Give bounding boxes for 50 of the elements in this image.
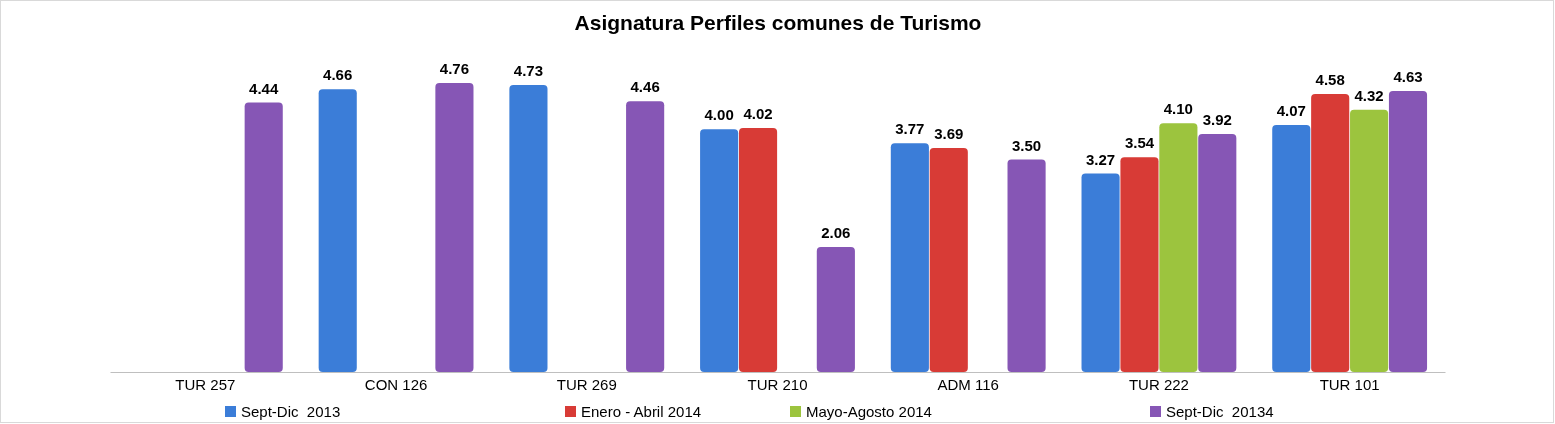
x-tick-label: TUR 222 <box>1128 375 1189 393</box>
bar <box>1198 134 1237 372</box>
bar <box>244 102 283 372</box>
bar <box>816 246 855 372</box>
bar <box>1272 124 1311 372</box>
bar <box>1120 157 1159 372</box>
data-label: 4.66 <box>323 66 353 84</box>
data-label: 3.54 <box>1124 134 1155 152</box>
data-label: 3.92 <box>1202 111 1232 129</box>
data-label: 4.10 <box>1163 100 1193 118</box>
data-label: 4.00 <box>704 106 734 124</box>
bar <box>1311 94 1350 372</box>
bar <box>435 83 474 372</box>
x-tick-label: CON 126 <box>364 375 428 393</box>
bar <box>318 89 357 372</box>
bar <box>509 84 548 372</box>
bar <box>1159 123 1198 372</box>
bar <box>700 129 739 372</box>
data-label: 4.32 <box>1354 86 1384 104</box>
data-label: 3.69 <box>934 125 964 143</box>
data-label: 4.44 <box>249 79 279 97</box>
data-label: 4.63 <box>1393 68 1423 85</box>
legend-label: Mayo-Agosto 2014 <box>806 403 932 420</box>
data-label: 3.50 <box>1011 136 1042 154</box>
x-tick-label: TUR 269 <box>556 375 617 393</box>
x-tick-label: TUR 101 <box>1319 375 1380 393</box>
legend-label: Enero - Abril 2014 <box>581 403 702 420</box>
bar <box>1081 173 1120 372</box>
data-label: 4.73 <box>513 61 544 79</box>
data-label: 3.27 <box>1085 150 1116 168</box>
bar <box>738 128 778 372</box>
data-label: 2.06 <box>821 223 851 241</box>
x-tick-label: ADM 116 <box>937 375 999 393</box>
bar <box>1350 109 1389 372</box>
bar <box>929 148 968 372</box>
x-tick-label: TUR 257 <box>175 375 236 393</box>
bar <box>1007 159 1046 372</box>
bar <box>890 143 929 372</box>
data-label: 3.77 <box>895 120 925 138</box>
x-tick-label: TUR 210 <box>747 375 808 393</box>
legend-label: Sept-Dic 20134 <box>1166 403 1274 420</box>
data-label: 4.07 <box>1276 101 1306 119</box>
data-label: 4.02 <box>743 105 773 123</box>
bar <box>1388 91 1428 372</box>
legend-label: Sept-Dic 2013 <box>241 403 341 420</box>
data-label: 4.58 <box>1315 71 1345 89</box>
data-label: 4.46 <box>630 78 660 96</box>
data-label: 4.76 <box>439 60 470 78</box>
bar <box>626 101 665 372</box>
chart-title: Asignatura Perfiles comunes de Turismo <box>574 11 982 34</box>
